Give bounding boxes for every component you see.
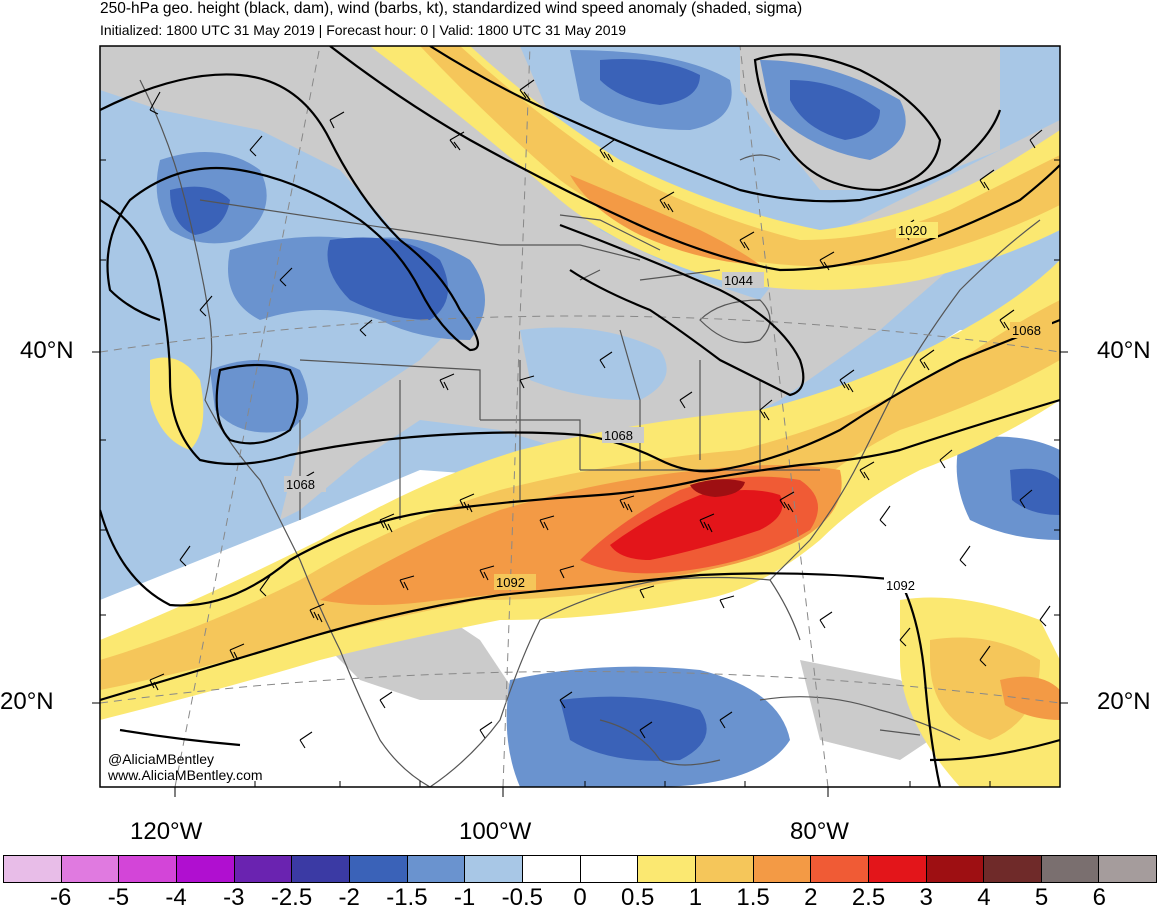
lon-label-80w: 80°W (790, 818, 849, 845)
colorbar-tick-label: 0 (573, 884, 587, 911)
colorbar-tick-label: -6 (50, 884, 72, 911)
colorbar-swatch (753, 856, 812, 882)
contour-label: 1044 (724, 273, 753, 288)
contour-labels: 1020 1044 1068 1068 1068 1092 1092 (284, 222, 1052, 593)
colorbar-swatch (522, 856, 581, 882)
frame-ticks (92, 159, 1068, 797)
contour-label: 1092 (496, 575, 525, 590)
colorbar-tick-label: 0.5 (621, 884, 655, 911)
colorbar-swatch (868, 856, 927, 882)
credit: @AliciaMBentley www.AliciaMBentley.com (107, 751, 263, 783)
colorbar-swatch (61, 856, 120, 882)
lat-label-20n: 20°N (0, 688, 54, 715)
colorbar-swatch (984, 856, 1042, 882)
colorbar-tick-label: -3 (223, 884, 245, 911)
coastlines-borders (139, 79, 1041, 787)
colorbar-tick-label: 2.5 (851, 884, 886, 911)
colorbar-swatch (811, 856, 869, 882)
colorbar-swatch (4, 856, 62, 882)
colorbar-labels: -6 -5 -4 -3 -2.5 -2 -1.5 -1 -0.5 0 0.5 1 1.5 2 2.5 3 4 5 6 (3, 884, 1157, 911)
colorbar-tick-label: 3 (919, 884, 933, 911)
colorbar-tick-label: 2 (804, 884, 818, 911)
map-frame (99, 45, 1061, 788)
colorbar-tick-label: -1 (453, 884, 476, 911)
chart-title: 250-hPa geo. height (black, dam), wind (… (100, 0, 803, 17)
colorbar-tick-label: 6 (1092, 884, 1106, 911)
credit-url: www.AliciaMBentley.com (107, 767, 263, 783)
colorbar-tick-label: 1 (688, 884, 703, 911)
anomaly-shading (100, 46, 1060, 787)
height-contours (100, 46, 1060, 787)
colorbar-swatch (1099, 856, 1157, 882)
colorbar-swatch (926, 856, 985, 882)
wind-barbs (149, 79, 1051, 749)
colorbar-tick-label: -4 (165, 884, 187, 911)
lon-label-100w: 100°W (459, 818, 532, 845)
colorbar-swatch (176, 856, 235, 882)
colorbar-swatch (638, 856, 696, 882)
lat-label-20n-right: 20°N (1097, 688, 1151, 715)
contour-label: 1068 (604, 428, 633, 443)
chart-subtitle: Initialized: 1800 UTC 31 May 2019 | Fore… (100, 22, 627, 38)
colorbar-tick-label: -5 (107, 884, 130, 911)
contour-label: 1092 (886, 578, 915, 593)
colorbar-swatch (292, 856, 350, 882)
colorbar-swatch (119, 856, 177, 882)
credit-handle: @AliciaMBentley (108, 751, 214, 767)
lon-label-120w: 120°W (130, 818, 203, 845)
colorbar-tick-label: -1.5 (386, 884, 428, 911)
colorbar-swatch (349, 856, 408, 882)
colorbar-swatch (465, 856, 523, 882)
colorbar-tick-label: 5 (1034, 884, 1049, 911)
lat-label-40n: 40°N (20, 337, 74, 364)
colorbar (3, 855, 1157, 883)
colorbar-swatch (580, 856, 639, 882)
colorbar-swatch (234, 856, 293, 882)
colorbar-swatch (695, 856, 754, 882)
contour-label: 1068 (1012, 323, 1041, 338)
colorbar-tick-label: 1.5 (736, 884, 770, 911)
colorbar-tick-label: 4 (977, 884, 991, 911)
colorbar-tick-label: -2.5 (270, 884, 313, 911)
map-field: 1020 1044 1068 1068 1068 1092 1092 @Alic… (100, 46, 1060, 787)
colorbar-swatch (407, 856, 466, 882)
colorbar-tick-label: -0.5 (501, 884, 543, 911)
contour-label: 1020 (898, 223, 927, 238)
colorbar-swatch (1041, 856, 1100, 882)
colorbar-tick-label: -2 (338, 884, 360, 911)
lat-label-40n-right: 40°N (1097, 337, 1151, 364)
contour-label: 1068 (286, 477, 315, 492)
